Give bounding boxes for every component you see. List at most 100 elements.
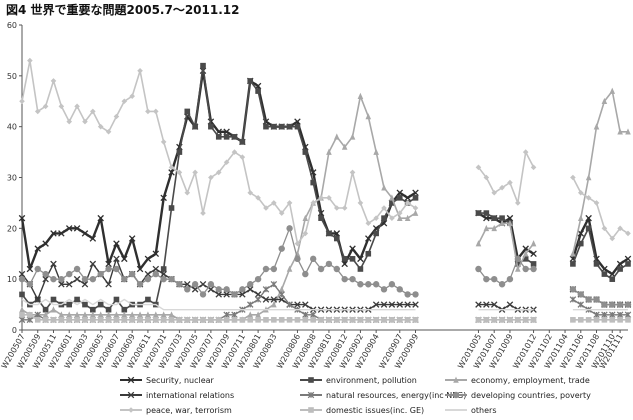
data-point: [89, 275, 97, 283]
data-point: [42, 270, 49, 278]
data-point: [90, 311, 96, 318]
series-line: [21, 227, 416, 296]
data-point: [97, 123, 104, 130]
data-point: [263, 123, 269, 130]
data-point: [105, 306, 112, 313]
data-point: [74, 317, 80, 323]
data-point: [192, 317, 198, 323]
data-point: [499, 215, 505, 221]
data-point: [239, 286, 246, 293]
y-tick-label: 60: [7, 21, 17, 30]
data-point: [365, 281, 372, 288]
data-point: [66, 301, 73, 308]
data-point: [357, 92, 364, 99]
data-point: [65, 280, 73, 288]
data-point: [231, 291, 238, 298]
series-line: [21, 298, 416, 311]
data-point: [42, 275, 49, 283]
data-point: [262, 296, 270, 303]
data-point: [160, 266, 167, 272]
data-point: [617, 266, 623, 272]
data-point: [223, 134, 230, 140]
data-point: [18, 214, 26, 222]
data-point: [176, 149, 183, 155]
data-point: [152, 317, 159, 323]
legend-swatch-marker: [308, 377, 314, 383]
data-point: [50, 296, 57, 303]
data-point: [515, 261, 521, 267]
data-point: [271, 200, 277, 206]
data-point: [144, 270, 152, 278]
data-point: [318, 195, 324, 201]
series-7: [19, 311, 631, 323]
data-point: [246, 286, 254, 293]
legend-item: environment, pollution: [300, 376, 417, 385]
data-point: [334, 317, 340, 323]
data-point: [294, 118, 301, 125]
data-point: [396, 317, 403, 323]
data-point: [522, 265, 529, 273]
data-point: [81, 275, 89, 283]
data-point: [128, 270, 136, 278]
data-point: [215, 169, 222, 176]
data-point: [326, 230, 332, 237]
data-point: [215, 134, 222, 140]
data-point: [129, 311, 135, 318]
plot-area: [18, 57, 632, 324]
data-point: [349, 317, 356, 323]
data-point: [593, 261, 600, 267]
data-point: [231, 317, 238, 323]
series-line: [21, 59, 416, 245]
data-point: [184, 108, 191, 115]
series-5: [18, 225, 632, 308]
data-point: [506, 301, 514, 308]
data-point: [334, 133, 340, 140]
data-point: [341, 205, 348, 211]
data-point: [593, 311, 600, 319]
data-point: [318, 215, 324, 221]
legend-label: Security, nuclear: [146, 376, 215, 385]
data-point: [569, 296, 577, 303]
data-point: [168, 317, 175, 323]
data-point: [215, 317, 222, 323]
data-point: [144, 275, 152, 283]
data-point: [97, 214, 104, 222]
data-point: [570, 250, 576, 257]
data-point: [530, 250, 537, 258]
data-point: [278, 210, 285, 216]
data-point: [18, 275, 26, 283]
data-point: [113, 113, 120, 120]
data-point: [381, 215, 387, 221]
data-point: [490, 301, 498, 308]
data-point: [113, 317, 120, 323]
data-point: [254, 296, 262, 303]
data-point: [18, 316, 26, 324]
data-point: [136, 265, 144, 273]
data-point: [199, 280, 207, 288]
data-point: [294, 240, 301, 247]
data-point: [585, 174, 592, 181]
data-point: [286, 317, 293, 323]
data-point: [247, 281, 254, 288]
data-point: [349, 245, 356, 252]
data-point: [396, 195, 403, 201]
data-point: [625, 317, 631, 323]
data-point: [97, 311, 104, 318]
legend-label: peace, war, terrorism: [146, 406, 232, 415]
data-point: [396, 301, 404, 308]
data-point: [585, 214, 592, 222]
data-point: [121, 306, 128, 313]
data-point: [89, 260, 97, 268]
data-point: [152, 311, 159, 318]
data-point: [255, 311, 261, 318]
data-point: [42, 306, 49, 313]
data-point: [483, 301, 490, 308]
data-point: [58, 317, 65, 323]
data-point: [113, 311, 120, 318]
data-point: [365, 250, 372, 257]
data-point: [389, 215, 395, 221]
data-point: [404, 214, 411, 221]
data-point: [42, 311, 49, 318]
data-point: [50, 275, 57, 283]
data-point: [333, 265, 341, 273]
